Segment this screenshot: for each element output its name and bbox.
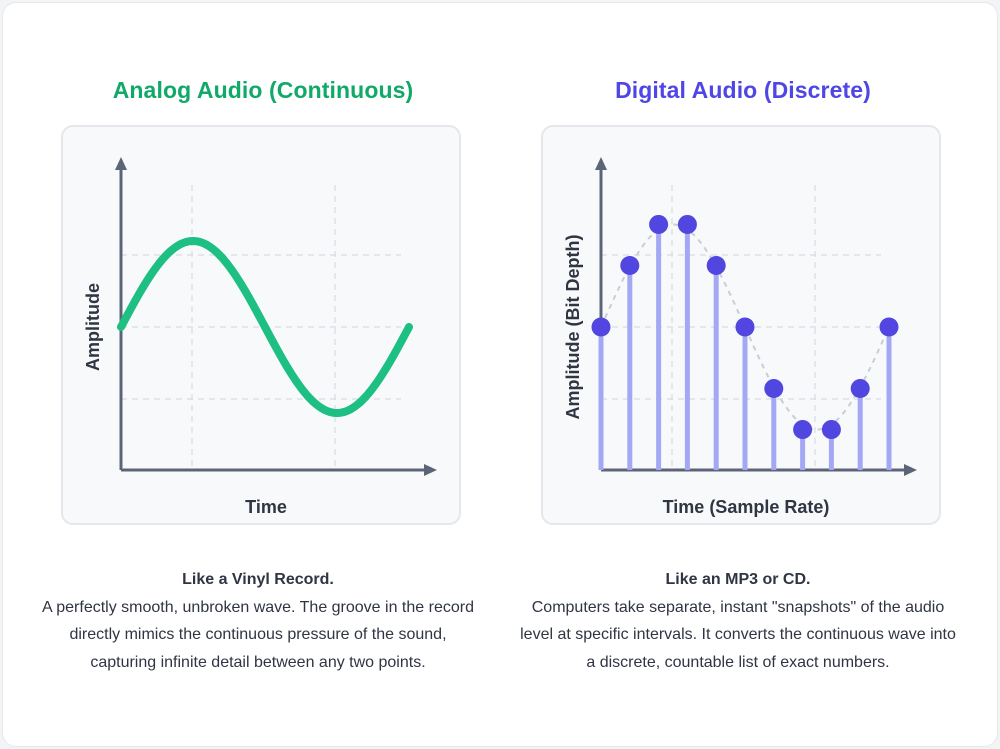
digital-sample-point bbox=[793, 420, 813, 440]
digital-sample-point bbox=[677, 214, 697, 234]
digital-sample-point bbox=[735, 317, 755, 337]
digital-chart-panel: Time (Sample Rate) Amplitude (Bit Depth) bbox=[541, 125, 941, 525]
digital-x-axis-label: Time (Sample Rate) bbox=[663, 497, 830, 517]
digital-sample-point bbox=[821, 420, 841, 440]
analog-x-axis-arrow bbox=[424, 464, 437, 476]
digital-x-axis-arrow bbox=[904, 464, 917, 476]
analog-y-axis-arrow bbox=[115, 157, 127, 170]
digital-sample-point bbox=[620, 255, 640, 275]
digital-sample-point bbox=[850, 379, 870, 399]
analog-wave-line bbox=[117, 237, 413, 417]
digital-sample-point bbox=[764, 379, 784, 399]
digital-sample-point bbox=[591, 317, 611, 337]
digital-sample-point bbox=[879, 317, 899, 337]
digital-reference-wave bbox=[600, 223, 890, 431]
digital-sample-point bbox=[706, 255, 726, 275]
analog-caption-heading: Like a Vinyl Record. bbox=[182, 571, 334, 588]
digital-caption-heading: Like an MP3 or CD. bbox=[665, 571, 811, 588]
digital-y-axis-label: Amplitude (Bit Depth) bbox=[563, 235, 583, 420]
digital-title: Digital Audio (Discrete) bbox=[615, 77, 871, 103]
analog-caption: Like a Vinyl Record. A perfectly smooth,… bbox=[38, 566, 478, 676]
analog-caption-text: A perfectly smooth, unbroken wave. The g… bbox=[42, 598, 474, 671]
digital-caption: Like an MP3 or CD. Computers take separa… bbox=[518, 566, 958, 676]
digital-caption-text: Computers take separate, instant "snapsh… bbox=[520, 598, 956, 671]
analog-y-axis-label: Amplitude bbox=[83, 283, 103, 371]
analog-title: Analog Audio (Continuous) bbox=[112, 77, 414, 103]
analog-chart-panel: Time Amplitude bbox=[61, 125, 461, 525]
digital-chart: Time (Sample Rate) Amplitude (Bit Depth) bbox=[563, 157, 917, 517]
analog-chart: Time Amplitude bbox=[83, 157, 437, 517]
analog-x-axis-label: Time bbox=[245, 497, 287, 517]
digital-sample-point bbox=[649, 214, 669, 234]
digital-y-axis-arrow bbox=[595, 157, 607, 170]
